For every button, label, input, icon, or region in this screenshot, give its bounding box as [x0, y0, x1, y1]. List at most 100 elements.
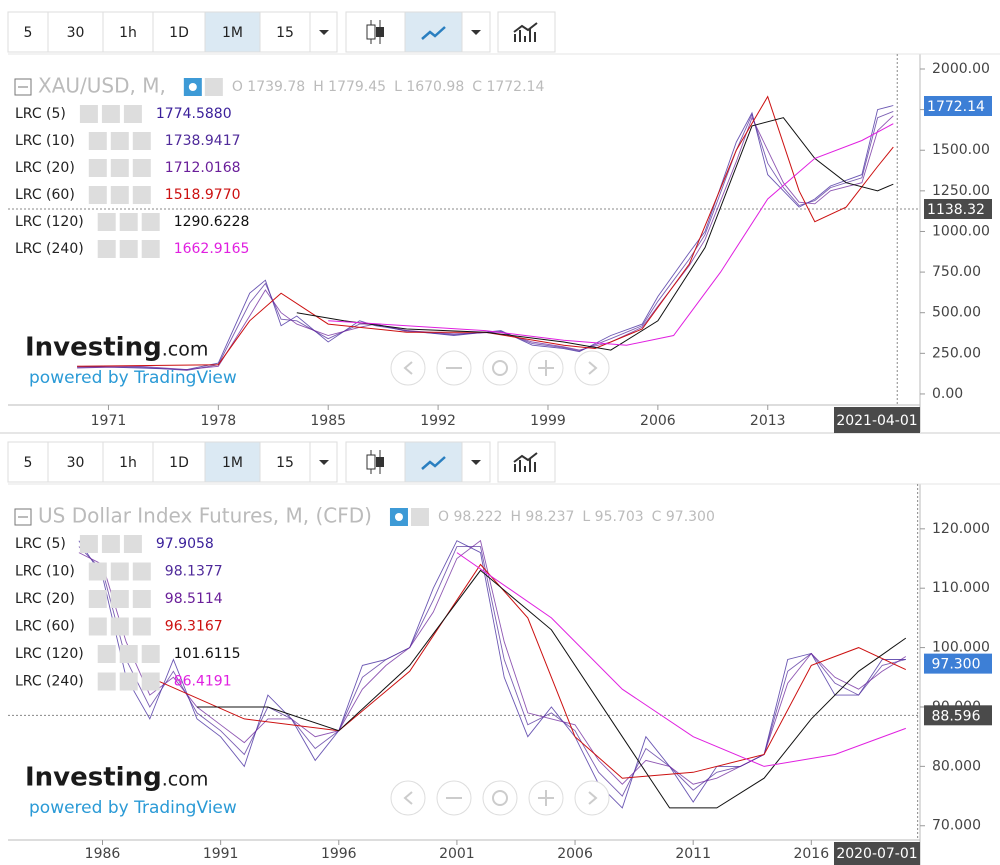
legend-icon[interactable] — [141, 645, 160, 663]
dropdown-arrow — [319, 460, 329, 465]
toolbar-button[interactable] — [7, 11, 49, 53]
nav-button[interactable] — [390, 350, 426, 386]
legend-icon[interactable] — [79, 105, 98, 123]
legend-icon[interactable] — [101, 535, 120, 553]
legend-icon[interactable] — [110, 617, 129, 636]
series-line — [296, 117, 894, 351]
x-label-box — [834, 842, 920, 865]
ohlc: C 1772.14 — [472, 79, 544, 95]
legend-icon[interactable] — [132, 562, 151, 581]
legend-icon[interactable] — [79, 535, 98, 553]
series-line — [78, 539, 907, 785]
legend-icon[interactable] — [141, 213, 160, 231]
legend-icon[interactable] — [123, 535, 142, 553]
legend-icon[interactable] — [101, 105, 120, 123]
toolbar-label: 30 — [67, 455, 85, 471]
legend-icon[interactable] — [110, 562, 129, 581]
series-line — [78, 546, 906, 797]
legend-icon[interactable] — [141, 240, 160, 258]
dropdown-arrow — [319, 30, 329, 35]
legend-label: LRC (240) — [15, 674, 84, 690]
gear-icon[interactable] — [410, 508, 429, 526]
legend-icon[interactable] — [119, 672, 138, 691]
legend-icon[interactable] — [123, 105, 142, 123]
toolbar-label: 1D — [169, 25, 189, 41]
toolbar-button[interactable] — [259, 441, 311, 483]
legend-icon[interactable] — [110, 590, 129, 608]
toolbar-button[interactable] — [152, 441, 206, 483]
legend-icon[interactable] — [88, 562, 107, 581]
toolbar-button[interactable] — [47, 441, 104, 483]
legend-icon[interactable] — [132, 132, 151, 150]
legend-icon[interactable] — [88, 590, 107, 608]
series-line — [77, 115, 894, 371]
toolbar-button[interactable] — [152, 11, 206, 53]
legend-icon[interactable] — [110, 159, 129, 177]
candle-button[interactable] — [345, 441, 406, 483]
legend-icon[interactable] — [97, 213, 116, 231]
nav-button[interactable] — [574, 780, 610, 816]
ohlc: C 97.300 — [652, 509, 715, 525]
candle-body — [376, 457, 384, 467]
toolbar-label: 5 — [24, 455, 33, 471]
nav-icon — [538, 360, 554, 376]
legend-value: 98.1377 — [165, 564, 223, 580]
legend-icon[interactable] — [97, 645, 116, 663]
toolbar-button[interactable] — [102, 441, 154, 483]
toolbar-label: 1h — [119, 25, 137, 41]
nav-icon — [492, 360, 508, 376]
y-tick-label: 1000.00 — [932, 223, 990, 239]
legend-icon[interactable] — [88, 617, 107, 636]
toolbar-button[interactable] — [7, 441, 49, 483]
line-button[interactable] — [404, 441, 463, 483]
legend-icon[interactable] — [97, 672, 116, 691]
toolbar-label: 1M — [222, 455, 243, 471]
nav-icon — [403, 361, 413, 375]
dropdown-arrow — [471, 460, 481, 465]
candle-body — [366, 454, 376, 470]
toolbar-label: 5 — [24, 25, 33, 41]
legend-icon[interactable] — [141, 672, 160, 691]
legend-icon[interactable] — [132, 186, 151, 204]
indicator-button[interactable] — [497, 441, 556, 483]
toolbar-button[interactable] — [259, 11, 311, 53]
toolbar-button[interactable] — [47, 11, 104, 53]
gear-icon[interactable] — [204, 78, 223, 96]
dropdown[interactable] — [461, 11, 491, 53]
chart-title: US Dollar Index Futures, M, (CFD) — [38, 504, 372, 528]
legend-icon[interactable] — [132, 159, 151, 177]
legend-icon[interactable] — [88, 132, 107, 150]
price-label: 1772.14 — [927, 99, 985, 115]
legend-icon[interactable] — [110, 132, 129, 150]
series-line — [328, 123, 894, 346]
indicator-button[interactable] — [497, 11, 556, 53]
legend-icon[interactable] — [132, 590, 151, 608]
legend-icon[interactable] — [110, 186, 129, 204]
legend-value: 86.4191 — [174, 674, 232, 690]
x-tick-label: 1971 — [91, 413, 127, 429]
legend-icon[interactable] — [97, 240, 116, 258]
eye-dot — [394, 513, 403, 521]
nav-button[interactable] — [482, 780, 518, 816]
legend-icon[interactable] — [119, 213, 138, 231]
toolbar-button[interactable] — [102, 11, 154, 53]
legend-icon[interactable] — [132, 617, 151, 636]
toolbar-label: 1h — [119, 455, 137, 471]
legend-value: 1290.6228 — [174, 214, 250, 230]
nav-button[interactable] — [574, 350, 610, 386]
ohlc: L 95.703 — [582, 509, 643, 525]
x-tick-label: 1986 — [85, 846, 121, 862]
y-tick-label: 80.000 — [932, 758, 981, 774]
legend-label: LRC (60) — [15, 187, 75, 203]
y-tick-label: 1250.00 — [932, 183, 990, 199]
line-button[interactable] — [404, 11, 463, 53]
candle-body — [366, 24, 376, 40]
nav-button[interactable] — [390, 780, 426, 816]
legend-icon[interactable] — [119, 645, 138, 663]
legend-icon[interactable] — [88, 159, 107, 177]
chart-title: XAU/USD, M, — [38, 74, 166, 98]
legend-icon[interactable] — [88, 186, 107, 204]
series-line — [77, 105, 894, 371]
nav-button[interactable] — [482, 350, 518, 386]
legend-icon[interactable] — [119, 240, 138, 258]
